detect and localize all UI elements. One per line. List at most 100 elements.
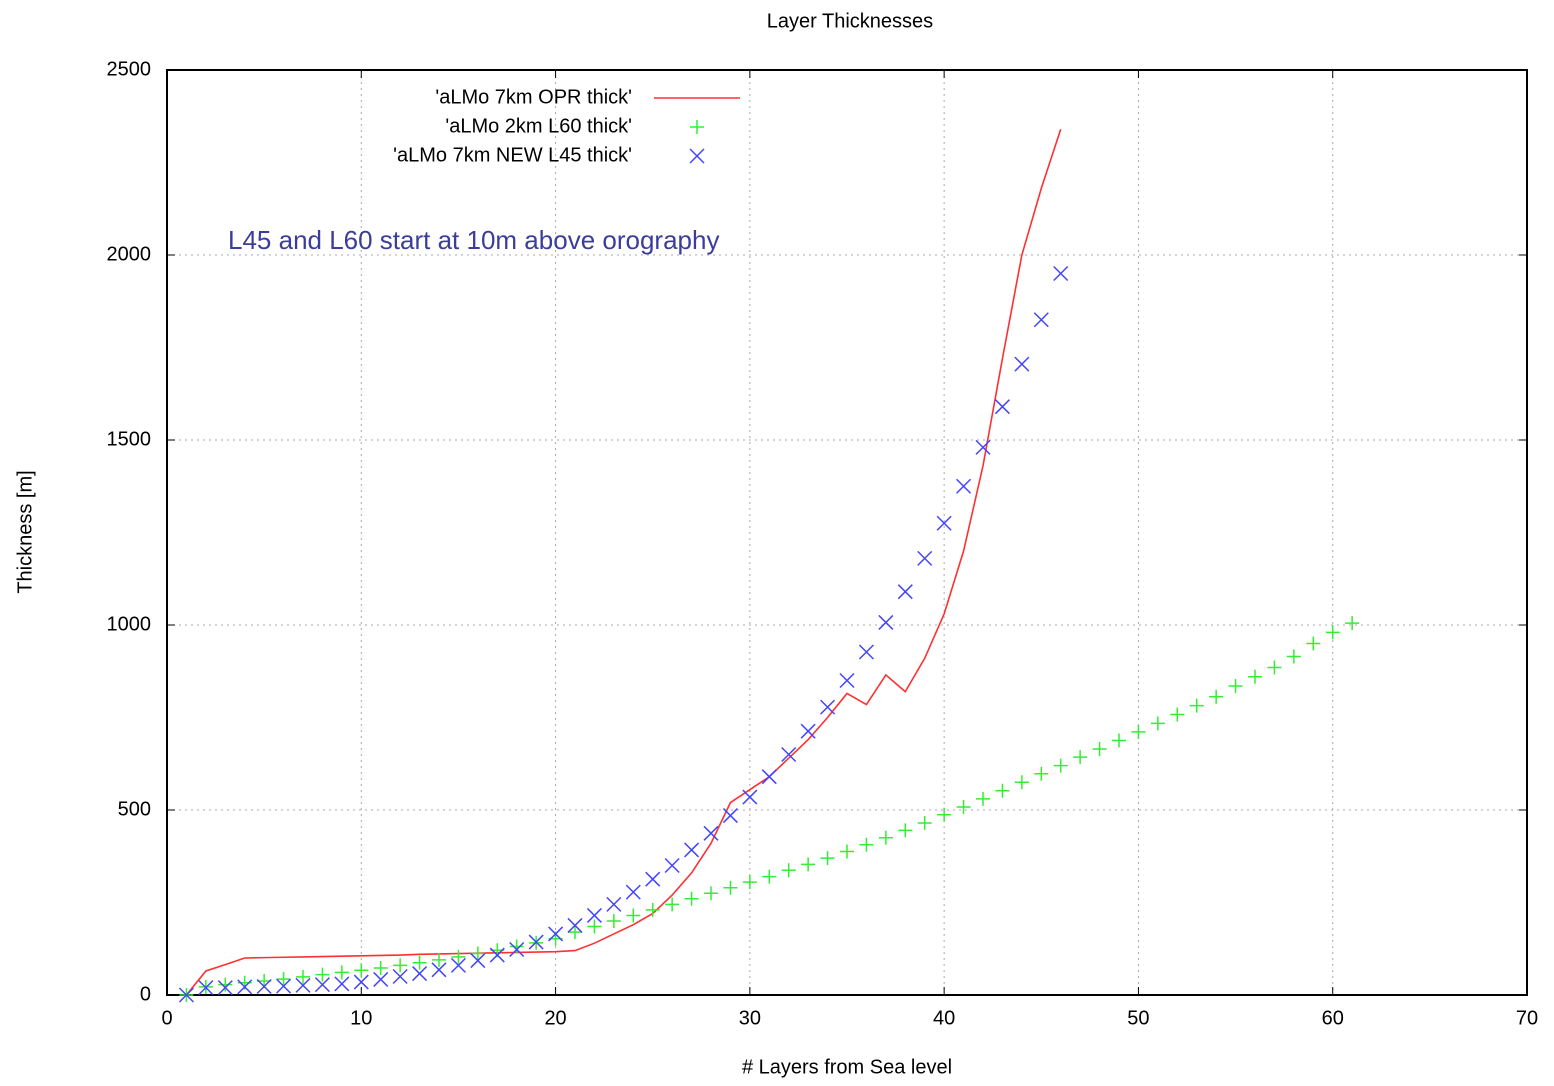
- data-point: [354, 963, 369, 978]
- data-point: [994, 399, 1010, 415]
- data-point: [859, 837, 874, 852]
- data-point: [295, 977, 311, 993]
- data-point: [975, 439, 991, 455]
- data-point: [976, 791, 990, 806]
- data-point: [1345, 616, 1360, 631]
- data-point: [684, 891, 699, 906]
- data-point: [606, 896, 622, 912]
- data-point: [625, 884, 641, 900]
- legend-label: 'aLMo 7km OPR thick': [435, 86, 632, 108]
- data-point: [917, 815, 932, 830]
- data-point: [956, 800, 971, 815]
- data-point: [1033, 312, 1049, 328]
- data-point: [606, 914, 621, 928]
- data-point: [334, 965, 349, 980]
- data-point: [412, 955, 427, 970]
- data-point: [587, 919, 602, 934]
- data-point: [548, 926, 564, 942]
- data-point: [178, 987, 194, 1003]
- data-point: [742, 875, 757, 890]
- x-tick-label: 60: [1322, 1007, 1344, 1029]
- data-point: [296, 969, 310, 984]
- annotation: L45 and L60 start at 10m above orography: [228, 225, 719, 255]
- data-point: [276, 972, 291, 987]
- data-point: [412, 966, 428, 982]
- data-point: [878, 614, 894, 630]
- x-tick-label: 30: [739, 1007, 761, 1029]
- data-point: [431, 962, 447, 978]
- data-point: [723, 880, 738, 895]
- data-point: [995, 783, 1010, 798]
- data-point: [626, 908, 641, 923]
- data-point: [568, 925, 582, 940]
- data-point: [1014, 775, 1029, 790]
- data-point: [432, 952, 446, 967]
- data-point: [1112, 733, 1126, 748]
- data-point: [489, 947, 505, 963]
- data-point: [217, 980, 233, 996]
- x-tick-label: 20: [544, 1007, 566, 1029]
- data-point: [878, 830, 893, 845]
- y-tick-label: 1500: [107, 428, 152, 450]
- data-point: [1325, 625, 1340, 640]
- data-point: [956, 478, 972, 494]
- data-point: [256, 978, 272, 995]
- y-tick-label: 500: [118, 798, 151, 820]
- data-point: [800, 723, 816, 739]
- legend-label: 'aLMo 7km NEW L45 thick': [393, 144, 632, 166]
- x-axis-label: # Layers from Sea level: [742, 1056, 952, 1078]
- data-point: [917, 550, 933, 566]
- data-point: [722, 808, 738, 824]
- data-line: [185, 128, 1062, 996]
- y-tick-label: 1000: [107, 613, 152, 635]
- data-point: [704, 886, 718, 901]
- data-point: [840, 844, 854, 859]
- data-point: [664, 857, 680, 874]
- data-point: [586, 907, 602, 923]
- data-point: [567, 917, 583, 933]
- data-point: [315, 967, 330, 982]
- data-point: [509, 939, 524, 954]
- data-point: [237, 979, 253, 995]
- data-point: [314, 977, 330, 993]
- data-point: [1209, 689, 1224, 704]
- data-point: [703, 825, 719, 841]
- x-tick-label: 40: [933, 1007, 955, 1029]
- data-point: [470, 946, 485, 961]
- chart-title: Layer Thicknesses: [767, 10, 933, 32]
- data-point: [858, 644, 874, 660]
- x-tick-label: 50: [1127, 1007, 1149, 1029]
- data-point: [528, 934, 544, 950]
- data-point: [393, 958, 408, 973]
- data-point: [762, 869, 777, 884]
- data-point: [1092, 741, 1107, 756]
- data-point: [1014, 356, 1030, 372]
- data-point: [1286, 649, 1301, 664]
- data-point: [820, 699, 836, 715]
- data-point: [1131, 724, 1146, 739]
- data-point: [761, 769, 777, 785]
- data-point: [936, 515, 952, 531]
- data-point: [839, 672, 855, 689]
- data-point: [820, 851, 835, 866]
- data-point: [334, 976, 350, 992]
- data-point: [1228, 679, 1243, 694]
- data-point: [198, 980, 214, 996]
- y-tick-label: 2500: [107, 58, 152, 80]
- data-point: [1248, 669, 1262, 684]
- data-point: [276, 978, 292, 994]
- data-point: [1170, 707, 1185, 722]
- x-tick-label: 0: [161, 1007, 172, 1029]
- data-point: [1150, 716, 1165, 731]
- data-point: [781, 863, 796, 878]
- data-point: [392, 968, 408, 985]
- data-point: [1053, 265, 1069, 282]
- data-point: [645, 902, 660, 917]
- data-point: [470, 953, 486, 969]
- data-point: [1267, 660, 1282, 675]
- plot-frame: [166, 69, 1528, 996]
- data-point: [1034, 766, 1049, 781]
- legend-label: 'aLMo 2km L60 thick': [445, 115, 632, 137]
- y-axis-label: Thickness [m]: [14, 470, 36, 593]
